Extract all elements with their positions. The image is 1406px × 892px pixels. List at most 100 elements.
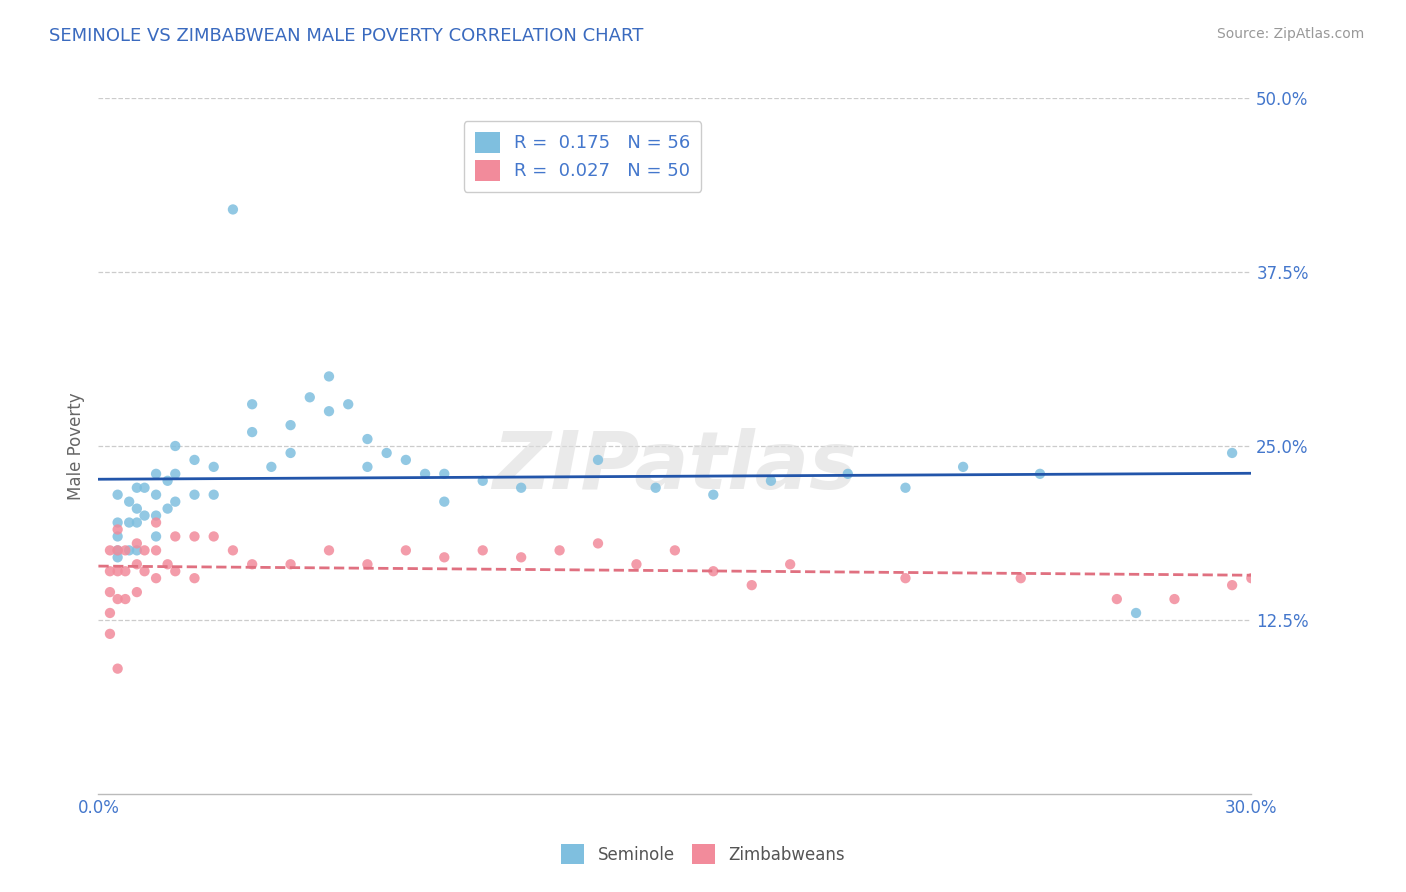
Point — [702, 564, 724, 578]
Point — [1220, 578, 1243, 592]
Point — [125, 516, 148, 530]
Point — [125, 536, 148, 550]
Point — [145, 529, 167, 543]
Point — [375, 446, 398, 460]
Point — [107, 516, 129, 530]
Point — [240, 425, 263, 439]
Point — [471, 543, 494, 558]
Point — [240, 558, 263, 572]
Point — [98, 627, 121, 641]
Point — [260, 459, 283, 474]
Point — [107, 550, 129, 565]
Point — [952, 459, 974, 474]
Point — [356, 459, 378, 474]
Legend: R =  0.175   N = 56, R =  0.027   N = 50: R = 0.175 N = 56, R = 0.027 N = 50 — [464, 121, 702, 192]
Point — [318, 404, 340, 418]
Point — [125, 501, 148, 516]
Point — [134, 543, 156, 558]
Point — [337, 397, 360, 411]
Point — [98, 606, 121, 620]
Point — [183, 571, 205, 585]
Point — [318, 369, 340, 384]
Point — [222, 543, 245, 558]
Point — [644, 481, 666, 495]
Point — [894, 571, 917, 585]
Point — [395, 453, 418, 467]
Point — [413, 467, 436, 481]
Point — [1125, 606, 1147, 620]
Point — [165, 529, 187, 543]
Point — [125, 543, 148, 558]
Point — [202, 529, 225, 543]
Point — [1163, 592, 1185, 607]
Point — [107, 488, 129, 502]
Point — [741, 578, 763, 592]
Point — [183, 529, 205, 543]
Point — [1220, 446, 1243, 460]
Point — [165, 494, 187, 508]
Point — [202, 459, 225, 474]
Point — [165, 467, 187, 481]
Point — [318, 543, 340, 558]
Point — [114, 592, 136, 607]
Point — [664, 543, 686, 558]
Point — [125, 558, 148, 572]
Point — [779, 558, 801, 572]
Point — [894, 481, 917, 495]
Point — [165, 564, 187, 578]
Point — [145, 543, 167, 558]
Point — [118, 543, 141, 558]
Point — [433, 550, 456, 565]
Point — [107, 543, 129, 558]
Point — [759, 474, 782, 488]
Point — [433, 494, 456, 508]
Point — [114, 543, 136, 558]
Point — [156, 474, 179, 488]
Point — [356, 558, 378, 572]
Point — [356, 432, 378, 446]
Point — [98, 585, 121, 599]
Point — [1029, 467, 1052, 481]
Point — [98, 543, 121, 558]
Point — [107, 662, 129, 676]
Point — [134, 481, 156, 495]
Point — [114, 564, 136, 578]
Legend: Seminole, Zimbabweans: Seminole, Zimbabweans — [554, 838, 852, 871]
Point — [107, 523, 129, 537]
Point — [1278, 564, 1301, 578]
Point — [107, 592, 129, 607]
Text: ZIPatlas: ZIPatlas — [492, 428, 858, 506]
Point — [107, 564, 129, 578]
Point — [395, 543, 418, 558]
Point — [1105, 592, 1128, 607]
Point — [107, 543, 129, 558]
Point — [118, 516, 141, 530]
Point — [280, 558, 302, 572]
Point — [145, 516, 167, 530]
Point — [145, 467, 167, 481]
Point — [510, 550, 533, 565]
Point — [125, 481, 148, 495]
Point — [183, 488, 205, 502]
Point — [145, 488, 167, 502]
Point — [548, 543, 571, 558]
Point — [702, 488, 724, 502]
Point — [165, 439, 187, 453]
Point — [586, 536, 609, 550]
Point — [145, 508, 167, 523]
Point — [433, 467, 456, 481]
Point — [145, 571, 167, 585]
Y-axis label: Male Poverty: Male Poverty — [66, 392, 84, 500]
Point — [118, 494, 141, 508]
Point — [586, 453, 609, 467]
Point — [240, 397, 263, 411]
Point — [471, 474, 494, 488]
Point — [1010, 571, 1032, 585]
Point — [202, 488, 225, 502]
Text: Source: ZipAtlas.com: Source: ZipAtlas.com — [1216, 27, 1364, 41]
Point — [1240, 571, 1263, 585]
Point — [98, 564, 121, 578]
Point — [107, 529, 129, 543]
Point — [298, 390, 321, 404]
Point — [626, 558, 648, 572]
